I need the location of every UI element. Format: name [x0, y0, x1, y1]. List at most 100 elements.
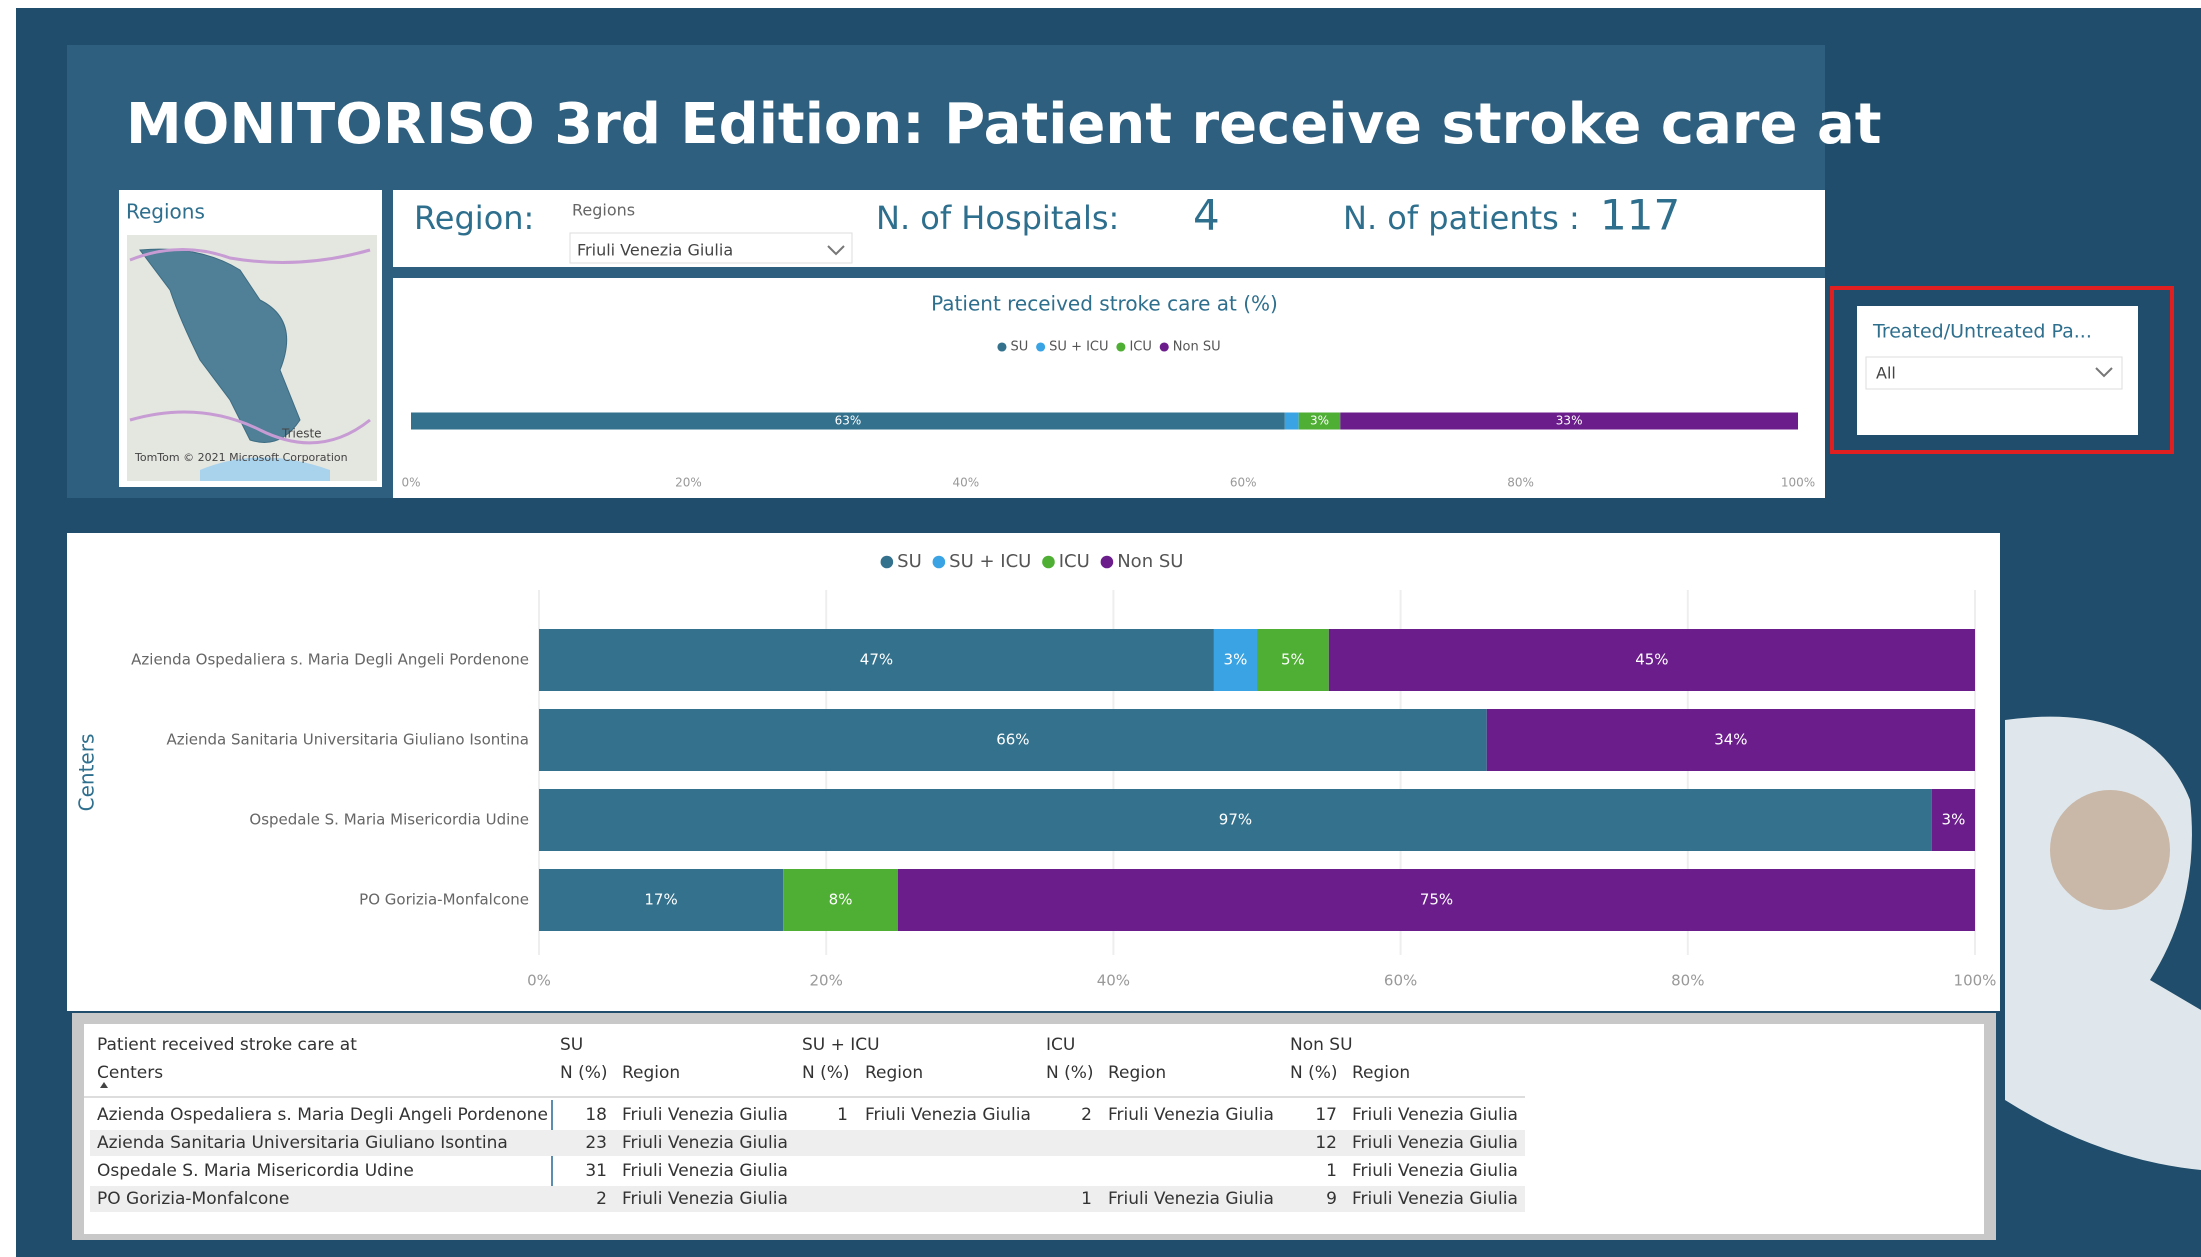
- table-cell: Ospedale S. Maria Misericordia Udine: [97, 1161, 414, 1181]
- sort-arrow[interactable]: [100, 1082, 108, 1088]
- table-column-header: N (%): [1046, 1063, 1094, 1083]
- data-label: 3%: [1310, 414, 1329, 428]
- bar-segment: [539, 789, 1932, 851]
- dropdown-value[interactable]: Friuli Venezia Giulia: [577, 241, 733, 260]
- chart-card: [67, 533, 2000, 1011]
- kpi-value: 4: [1193, 191, 1220, 240]
- dropdown-box[interactable]: [1865, 356, 2123, 390]
- x-tick-label: 100%: [1781, 476, 1815, 490]
- table-cell: Friuli Venezia Giulia: [1352, 1161, 1518, 1181]
- table-cell: Friuli Venezia Giulia: [622, 1189, 788, 1209]
- left-strip: [0, 0, 16, 1257]
- x-tick-label: 0%: [401, 476, 420, 490]
- table-column-header: Region: [1352, 1063, 1410, 1083]
- table-cell: 31: [585, 1161, 607, 1181]
- table-cell: 12: [1315, 1133, 1337, 1153]
- table-cell: 23: [585, 1133, 607, 1153]
- data-label: 97%: [1219, 811, 1252, 829]
- y-tick-label: Azienda Sanitaria Universitaria Giuliano…: [167, 731, 530, 749]
- bar-segment: [898, 869, 1975, 931]
- map-sea: [200, 457, 330, 481]
- legend-marker: [1159, 342, 1169, 352]
- data-label: 3%: [1942, 811, 1966, 829]
- map-title: Regions: [126, 200, 205, 224]
- table-group-header: Patient received stroke care at: [97, 1035, 357, 1055]
- y-axis-title: Centers: [75, 734, 99, 812]
- table-group-header: SU + ICU: [802, 1035, 880, 1055]
- legend-marker: [932, 555, 946, 569]
- x-tick-label: 80%: [1507, 476, 1534, 490]
- data-label: 45%: [1635, 651, 1668, 669]
- kpi-value: 117: [1600, 191, 1680, 240]
- x-tick-label: 80%: [1671, 972, 1704, 990]
- top-strip: [0, 0, 2201, 8]
- dropdown-chevron[interactable]: [827, 245, 845, 256]
- bar-segment: [1284, 412, 1299, 430]
- slicer-value[interactable]: All: [1876, 364, 1896, 383]
- chart-card: [393, 278, 1825, 498]
- legend-label: SU: [1010, 340, 1028, 355]
- table-cell: Azienda Ospedaliera s. Maria Degli Angel…: [97, 1105, 548, 1125]
- legend-marker: [1042, 555, 1055, 569]
- dropdown-box[interactable]: [569, 232, 853, 264]
- region-dropdown[interactable]: Friuli Venezia Giulia: [569, 232, 853, 264]
- table-cell: 1: [1081, 1189, 1092, 1209]
- slicer-dropdown[interactable]: All: [1865, 356, 2123, 390]
- table-cell: Friuli Venezia Giulia: [622, 1105, 788, 1125]
- chart-title: Patient received stroke care at (%): [931, 292, 1278, 316]
- data-label: 34%: [1714, 731, 1747, 749]
- legend-label: ICU: [1059, 551, 1090, 572]
- bar-segment: [1257, 629, 1329, 691]
- row-stripe: [90, 1130, 1525, 1156]
- map-road: [129, 247, 371, 264]
- legend-marker: [997, 342, 1007, 352]
- y-tick-label: PO Gorizia-Monfalcone: [359, 891, 529, 909]
- legend-label: ICU: [1129, 340, 1151, 355]
- table-column-header: N (%): [802, 1063, 850, 1083]
- data-label: 63%: [835, 414, 862, 428]
- photo-decoration: [2050, 790, 2170, 910]
- region-label: Region:: [414, 199, 534, 237]
- bar-segment: [1328, 629, 1975, 691]
- x-tick-label: 20%: [810, 972, 843, 990]
- legend-label: Non SU: [1173, 340, 1221, 355]
- bar-segment: [539, 629, 1214, 691]
- data-label: 5%: [1281, 651, 1305, 669]
- table-group-header: SU: [560, 1035, 583, 1055]
- page-title: MONITORISO 3rd Edition: Patient receive …: [126, 92, 1882, 157]
- map-road: [129, 410, 371, 445]
- kpi-label: N. of patients :: [1343, 199, 1580, 237]
- legend-marker: [880, 555, 894, 569]
- table-cell: Friuli Venezia Giulia: [1108, 1189, 1274, 1209]
- map-place: Trieste: [281, 427, 322, 441]
- legend-marker: [1100, 555, 1114, 569]
- table-cell: Azienda Sanitaria Universitaria Giuliano…: [97, 1133, 508, 1153]
- table-cell: Friuli Venezia Giulia: [1352, 1189, 1518, 1209]
- table-cell: Friuli Venezia Giulia: [1108, 1105, 1274, 1125]
- row-stripe: [90, 1186, 1525, 1212]
- table-cell: 18: [585, 1105, 607, 1125]
- table-column-header: Region: [622, 1063, 680, 1083]
- table-column-header: Region: [1108, 1063, 1166, 1083]
- x-tick-label: 0%: [527, 972, 551, 990]
- x-tick-label: 60%: [1384, 972, 1417, 990]
- table-cell: Friuli Venezia Giulia: [622, 1161, 788, 1181]
- dropdown-chevron[interactable]: [2095, 367, 2113, 378]
- data-label: 33%: [1556, 414, 1583, 428]
- bar-segment: [539, 869, 784, 931]
- y-tick-label: Azienda Ospedaliera s. Maria Degli Angel…: [131, 651, 529, 669]
- bar-segment: [1213, 629, 1257, 691]
- table-cell: 17: [1315, 1105, 1337, 1125]
- data-label: 8%: [829, 891, 853, 909]
- table-column-header: Centers: [97, 1063, 163, 1083]
- table-cell: 1: [1326, 1161, 1337, 1181]
- table-cell: PO Gorizia-Monfalcone: [97, 1189, 289, 1209]
- bar-segment: [1340, 412, 1798, 430]
- x-tick-label: 60%: [1230, 476, 1257, 490]
- table-column-header: Region: [865, 1063, 923, 1083]
- table-group-header: Non SU: [1290, 1035, 1353, 1055]
- table-cell: Friuli Venezia Giulia: [1352, 1105, 1518, 1125]
- table-cell: Friuli Venezia Giulia: [1352, 1133, 1518, 1153]
